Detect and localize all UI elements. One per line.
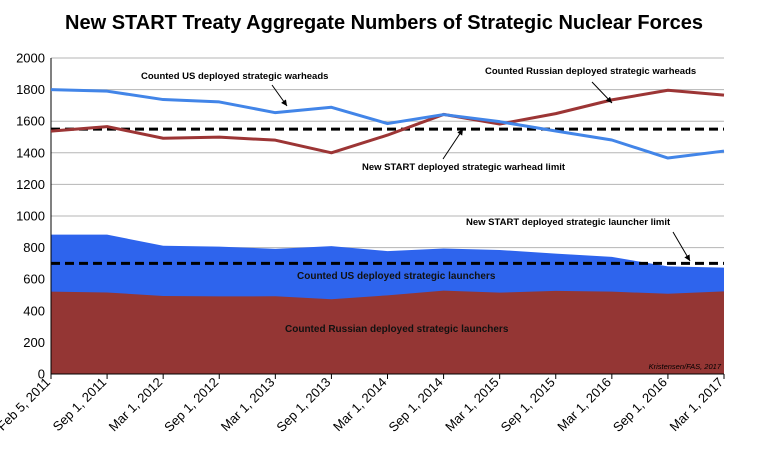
- y-tick-label: 200: [23, 335, 45, 350]
- y-tick-label: 1000: [16, 209, 45, 224]
- us-launchers-label: Counted US deployed strategic launchers: [297, 271, 496, 282]
- x-tick-label: Sep 1, 2012: [161, 375, 221, 435]
- launcher-limit-annotation: New START deployed strategic launcher li…: [466, 217, 671, 228]
- y-tick-label: 2000: [16, 51, 45, 66]
- warhead-limit-arrow: [442, 128, 464, 160]
- x-tick-label: Mar 1, 2015: [442, 375, 502, 435]
- y-tick-label: 800: [23, 240, 45, 255]
- x-tick-label: Mar 1, 2012: [106, 375, 166, 435]
- warhead-limit-annotation: New START deployed strategic warhead lim…: [362, 162, 566, 173]
- x-tick-label: Mar 1, 2017: [666, 375, 726, 435]
- launcher-limit-arrow: [672, 231, 691, 262]
- y-tick-label: 600: [23, 272, 45, 287]
- russian-warheads-arrow: [591, 81, 613, 104]
- x-tick-label: Sep 1, 2013: [273, 375, 333, 435]
- x-tick-label: Mar 1, 2016: [554, 375, 614, 435]
- us-warheads-annotation: Counted US deployed strategic warheads: [141, 71, 328, 82]
- y-tick-label: 1400: [16, 145, 45, 160]
- y-tick-label: 1200: [16, 177, 45, 192]
- y-tick-label: 0: [38, 367, 45, 382]
- chart-title: New START Treaty Aggregate Numbers of St…: [65, 12, 703, 34]
- x-tick-label: Mar 1, 2013: [218, 375, 278, 435]
- russian-launchers-label: Counted Russian deployed strategic launc…: [285, 324, 509, 335]
- source-credit: Kristensen/FAS, 2017: [649, 362, 722, 371]
- russian-launchers-area: [51, 290, 724, 374]
- x-tick-label: Mar 1, 2014: [330, 375, 390, 435]
- x-tick-label: Feb 5, 2011: [0, 375, 53, 434]
- x-tick-label: Sep 1, 2015: [498, 375, 558, 435]
- x-tick-label: Sep 1, 2011: [50, 375, 110, 435]
- y-tick-label: 1800: [16, 82, 45, 97]
- y-tick-label: 1600: [16, 114, 45, 129]
- x-tick-label: Sep 1, 2014: [386, 375, 446, 435]
- us-warheads-arrow: [271, 84, 288, 107]
- x-tick-label: Sep 1, 2016: [610, 375, 670, 435]
- russian-warheads-annotation: Counted Russian deployed strategic warhe…: [485, 66, 696, 77]
- y-tick-label: 400: [23, 303, 45, 318]
- us-warheads-line: [50, 88, 725, 160]
